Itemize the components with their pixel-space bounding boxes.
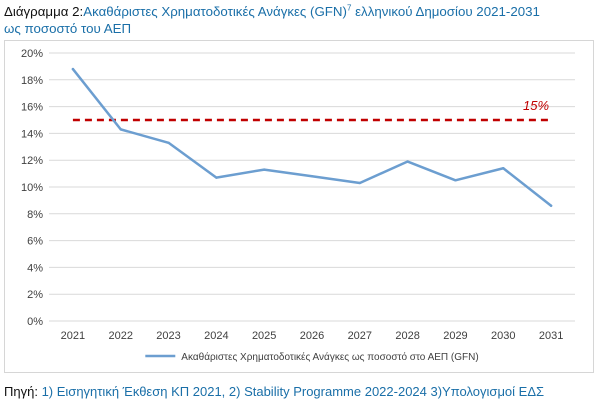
data-point — [406, 160, 409, 163]
line-chart: 0% 2% 4% 6% 8% 10% 12% 14% 16% 18% 20% 2021 2022 2023… — [21, 48, 575, 363]
y-tick-label: 0% — [27, 316, 43, 328]
x-tick-label: 2031 — [539, 330, 563, 342]
x-tick-label: 2028 — [395, 330, 419, 342]
y-tick-label: 4% — [27, 262, 43, 274]
data-point — [310, 175, 314, 178]
x-tick-label: 2024 — [204, 330, 228, 342]
series-line — [71, 67, 553, 208]
data-point — [549, 204, 553, 207]
x-tick-label: 2025 — [252, 330, 276, 342]
title-prefix: Διάγραμμα 2: — [4, 4, 84, 19]
y-tick-label: 8% — [27, 209, 43, 221]
y-tick-label: 18% — [21, 75, 43, 87]
data-point — [119, 128, 122, 131]
data-point — [454, 179, 457, 182]
y-tick-label: 10% — [21, 182, 43, 194]
y-tick-label: 2% — [27, 289, 43, 301]
title-line-1: Διάγραμμα 2:Ακαθάριστες Χρηματοδοτικές Α… — [4, 3, 596, 20]
source-label: Πηγή: — [4, 384, 42, 399]
source-text: 1) Εισηγητική Έκθεση ΚΠ 2021, 2) Stabili… — [41, 384, 545, 399]
x-tick-label: 2022 — [108, 330, 132, 342]
x-tick-label: 2021 — [61, 330, 85, 342]
x-tick-label: 2026 — [300, 330, 324, 342]
y-tick-label: 12% — [21, 155, 43, 167]
data-point — [167, 141, 170, 144]
y-tick-label: 6% — [27, 236, 43, 248]
title-text-continued: ελληνικού Δημοσίου 2021-2031 — [351, 4, 540, 19]
title-footnote: 7 — [346, 3, 352, 13]
x-tick-label: 2030 — [491, 330, 515, 342]
x-tick-label: 2029 — [443, 330, 467, 342]
data-point — [502, 167, 505, 170]
legend-label: Ακαθάριστες Χρηματοδοτικές Ανάγκες ως πο… — [181, 351, 478, 363]
data-point — [71, 67, 75, 71]
title-text: Ακαθάριστες Χρηματοδοτικές Ανάγκες (GFN) — [83, 4, 347, 19]
chart-title: Διάγραμμα 2:Ακαθάριστες Χρηματοδοτικές Α… — [4, 3, 596, 37]
x-tick-label: 2023 — [156, 330, 180, 342]
data-point — [358, 181, 362, 185]
chart-area: 0% 2% 4% 6% 8% 10% 12% 14% 16% 18% 20% 2021 2022 2023… — [4, 40, 594, 373]
source-note: Πηγή: 1) Εισηγητική Έκθεση ΚΠ 2021, 2) S… — [4, 384, 596, 399]
threshold-label: 15% — [523, 98, 549, 113]
title-line-2: ως ποσοστό του ΑΕΠ — [4, 21, 132, 36]
y-tick-label: 16% — [21, 102, 43, 114]
y-tick-label: 20% — [21, 48, 43, 60]
x-tick-label: 2027 — [348, 330, 372, 342]
data-point — [262, 168, 266, 171]
y-tick-label: 14% — [21, 128, 43, 140]
data-point — [215, 176, 218, 179]
